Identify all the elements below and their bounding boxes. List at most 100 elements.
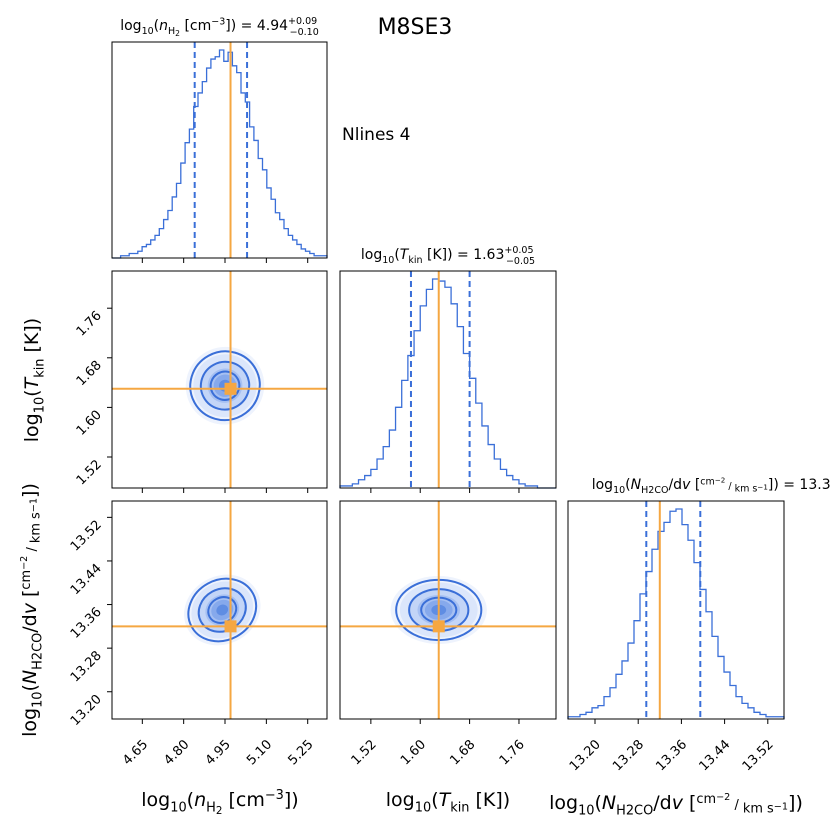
y-axis-label-NH2CO: log10(NH2CO/dv [cm−2 / km s−1]) xyxy=(19,483,45,737)
label-symbol: n xyxy=(194,789,206,811)
label-minus-error: −0.10 xyxy=(290,27,319,38)
label-subscript: 10 xyxy=(170,800,186,815)
label-frac-num: cm xyxy=(19,570,34,590)
label-subscript: kin xyxy=(408,255,422,266)
x-tick-label: 5.25 xyxy=(285,737,316,768)
label-unit: /d xyxy=(653,792,671,814)
label-subscript: H xyxy=(206,800,216,815)
contour-level xyxy=(209,370,241,401)
label-log: log xyxy=(120,18,141,34)
label-frac-den: km s xyxy=(743,801,774,816)
label-end: ]) xyxy=(284,789,299,811)
label-paren: ( xyxy=(21,389,43,396)
label-unit: [K]) xyxy=(21,318,43,359)
label-superscript: −3 xyxy=(211,17,225,28)
hist-frame-NH2CO xyxy=(567,500,785,720)
label-subscript: 2 xyxy=(175,29,180,38)
y-tick-label: 13.28 xyxy=(68,648,105,685)
label-frac-den-sup: −1 xyxy=(774,801,788,812)
label-frac-bar: / xyxy=(730,798,743,813)
label-subscript: H2CO xyxy=(616,803,653,818)
label-subscript: kin xyxy=(32,359,47,378)
label-superscript: −3 xyxy=(265,788,284,803)
label-symbol: v xyxy=(672,792,684,814)
contour-level xyxy=(189,350,261,422)
label-frac-num: cm xyxy=(696,792,716,807)
joint-nH2-Tkin xyxy=(112,271,327,488)
x-axis-label-NH2CO: log10(NH2CO/dv [cm−2 / km s−1]) xyxy=(549,792,803,818)
x-tick-label: 4.65 xyxy=(120,737,151,768)
label-plus-error: +0.05 xyxy=(504,245,533,256)
label-subscript: 2 xyxy=(216,805,223,817)
label-unit: [K]) = 1.63 xyxy=(423,247,505,263)
label-log: log xyxy=(19,708,41,737)
label-frac-num: cm xyxy=(700,477,715,488)
label-minus-error: −0.05 xyxy=(506,256,535,267)
label-subscript: 10 xyxy=(415,800,431,815)
label-unit: [cm xyxy=(222,789,264,811)
histogram-Tkin xyxy=(339,278,556,489)
label-bracket: [ xyxy=(690,477,700,493)
label-unit: [K]) xyxy=(469,789,510,811)
label-frac-num-sup: −2 xyxy=(19,556,30,570)
label-frac-den: km s xyxy=(735,484,758,495)
label-unit: /d xyxy=(19,614,41,632)
label-subscript: 10 xyxy=(142,26,154,37)
label-plus-error: +0.09 xyxy=(288,16,317,27)
label-end: ) xyxy=(795,792,802,814)
x-tick-label: 13.44 xyxy=(697,737,734,774)
y-tick-label: 1.76 xyxy=(74,308,105,339)
label-bracket: [ xyxy=(683,792,696,814)
figure-title: M8SE3 xyxy=(378,15,453,40)
label-symbol: T xyxy=(400,247,410,263)
x-tick-label: 13.36 xyxy=(653,737,690,774)
label-symbol: n xyxy=(159,18,168,34)
label-bracket: ] xyxy=(788,792,795,814)
label-symbol: T xyxy=(21,376,43,389)
y-tick-label: 13.36 xyxy=(68,605,105,642)
hist-title-NH2CO: log10(NH2CO/dv [cm−2 / km s−1]) = 13.35+… xyxy=(592,475,830,497)
label-log: log xyxy=(592,477,613,493)
nlines-annotation: Nlines 4 xyxy=(342,125,410,145)
label-paren: ( xyxy=(154,18,159,34)
label-log: log xyxy=(21,413,43,442)
hist-title-nH2: log10(nH2 [cm−3]) = 4.94+0.09 −0.10 xyxy=(120,16,319,38)
hist-title-Tkin: log10(Tkin [K]) = 1.63+0.05 −0.05 xyxy=(361,245,535,267)
joint-frame-Tkin-NH2CO xyxy=(339,500,557,720)
y-tick-label: 13.52 xyxy=(68,518,105,555)
x-axis-label-Tkin: log10(Tkin [K]) xyxy=(386,789,510,815)
label-symbol: T xyxy=(439,789,452,811)
x-tick-label: 1.60 xyxy=(398,737,429,768)
label-symbol: N xyxy=(631,477,642,493)
label-end: ]) = 4.94 xyxy=(225,18,288,34)
label-symbol: N xyxy=(19,670,41,684)
label-symbol: v xyxy=(19,602,41,614)
label-subscript: kin xyxy=(450,800,469,815)
truth-marker xyxy=(224,620,237,633)
y-tick-label: 1.52 xyxy=(74,457,105,488)
label-frac-den-sup: −1 xyxy=(757,482,768,491)
histogram-NH2CO xyxy=(567,508,785,719)
y-tick-label: 13.44 xyxy=(68,561,105,598)
x-tick-label: 13.28 xyxy=(610,737,647,774)
y-tick-label: 1.68 xyxy=(74,358,105,389)
label-subscript: H2CO xyxy=(30,633,45,670)
label-frac-bar: / xyxy=(725,481,734,492)
label-paren: ( xyxy=(431,789,438,811)
label-unit: [cm xyxy=(180,18,211,34)
label-bracket: ] xyxy=(768,477,773,493)
label-symbol: N xyxy=(602,792,616,814)
x-tick-label: 1.76 xyxy=(497,737,528,768)
label-paren: ( xyxy=(19,684,41,691)
density-level xyxy=(216,604,229,616)
label-subscript: 10 xyxy=(382,255,394,266)
hist-frame-nH2 xyxy=(111,41,328,259)
y-axis-label-Tkin: log10(Tkin [K]) xyxy=(21,318,47,442)
x-axis-label-nH2: log10(nH2 [cm−3]) xyxy=(141,788,298,817)
joint-Tkin-NH2CO xyxy=(340,501,556,719)
x-tick-label: 1.52 xyxy=(349,737,380,768)
y-tick-label: 1.60 xyxy=(74,408,105,439)
label-log: log xyxy=(549,792,578,814)
label-frac-bar: / xyxy=(25,543,40,556)
label-log: log xyxy=(386,789,415,811)
